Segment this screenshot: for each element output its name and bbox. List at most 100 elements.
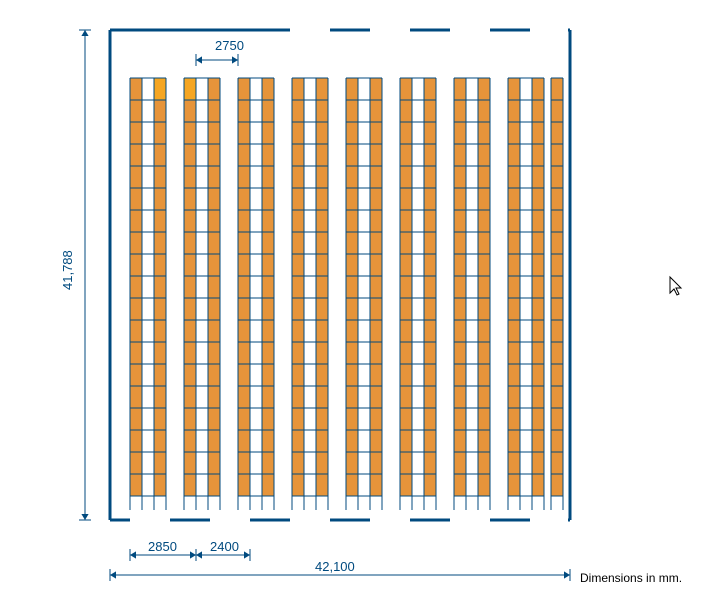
rack-bay xyxy=(370,364,382,386)
rack-bay xyxy=(454,430,466,452)
rack-bay xyxy=(551,386,563,408)
rack-bay xyxy=(130,232,142,254)
rack-bay xyxy=(370,386,382,408)
rack-bay xyxy=(454,232,466,254)
rack-bay xyxy=(454,78,466,100)
rack-bay xyxy=(454,408,466,430)
rack-bay xyxy=(262,166,274,188)
dimension-label: 41,788 xyxy=(60,250,75,290)
rack-bay xyxy=(130,78,142,100)
rack-bay xyxy=(184,474,196,496)
rack-bay xyxy=(316,408,328,430)
rack-bay xyxy=(292,144,304,166)
dimension-label: 2400 xyxy=(210,539,239,554)
rack-bay xyxy=(370,408,382,430)
rack-bay xyxy=(184,298,196,320)
rack-bay xyxy=(370,144,382,166)
rack-bay xyxy=(454,144,466,166)
rack-bay xyxy=(262,210,274,232)
rack-bay xyxy=(130,166,142,188)
rack-bay xyxy=(370,320,382,342)
rack-bay xyxy=(400,122,412,144)
rack-bay xyxy=(292,122,304,144)
rack-bay xyxy=(551,78,563,100)
rack-bay xyxy=(400,100,412,122)
rack-bay xyxy=(424,364,436,386)
rack-bay xyxy=(262,276,274,298)
rack-bay xyxy=(508,430,520,452)
rack-bay xyxy=(370,430,382,452)
rack-bay xyxy=(400,386,412,408)
rack-bay xyxy=(400,78,412,100)
rack-bay xyxy=(478,100,490,122)
rack-bay xyxy=(262,430,274,452)
rack-bay xyxy=(346,386,358,408)
rack-bay xyxy=(400,408,412,430)
rack-bay xyxy=(262,232,274,254)
rack-bay xyxy=(316,166,328,188)
rack-bay xyxy=(154,210,166,232)
rack-bay xyxy=(130,430,142,452)
rack-bay xyxy=(130,188,142,210)
rack-bay xyxy=(478,166,490,188)
rack-bay xyxy=(316,188,328,210)
rack-bay xyxy=(532,166,544,188)
rack-bay xyxy=(316,122,328,144)
rack-bay xyxy=(478,430,490,452)
rack-bay xyxy=(262,386,274,408)
rack-bay xyxy=(238,408,250,430)
rack-bay xyxy=(400,364,412,386)
rack-bay xyxy=(551,430,563,452)
rack-bay xyxy=(130,320,142,342)
rack-bay xyxy=(262,78,274,100)
dimension-top_spacing: 2750 xyxy=(196,38,244,66)
rack-bay xyxy=(238,254,250,276)
rack-bay xyxy=(130,210,142,232)
rack-bay xyxy=(292,320,304,342)
rack-bay xyxy=(346,298,358,320)
rack-bay xyxy=(238,144,250,166)
rack-bay xyxy=(130,144,142,166)
rack-bay xyxy=(551,342,563,364)
rack-bay xyxy=(370,166,382,188)
rack-bay xyxy=(262,100,274,122)
rack-bay xyxy=(370,122,382,144)
rack-bay xyxy=(346,452,358,474)
rack-bay xyxy=(478,298,490,320)
rack-bay xyxy=(508,386,520,408)
rack-bay xyxy=(346,276,358,298)
rack-bay xyxy=(478,276,490,298)
rack-bay xyxy=(130,298,142,320)
cursor-icon xyxy=(670,277,681,295)
rack-bay xyxy=(424,166,436,188)
rack-bay xyxy=(478,342,490,364)
rack-bay xyxy=(184,232,196,254)
rack-bay xyxy=(508,276,520,298)
dimension-aisle_width: 2400 xyxy=(196,539,250,561)
rack-bay xyxy=(400,342,412,364)
rack-bay xyxy=(208,408,220,430)
rack-bay xyxy=(346,364,358,386)
rack-bay xyxy=(508,210,520,232)
rack-bay xyxy=(551,166,563,188)
rack-bay xyxy=(424,144,436,166)
rack-bay xyxy=(532,452,544,474)
rack-bay xyxy=(551,364,563,386)
rack-bay xyxy=(400,210,412,232)
rack-bay xyxy=(532,276,544,298)
rack-bay xyxy=(292,474,304,496)
rack-bay xyxy=(370,298,382,320)
rack-bay xyxy=(400,298,412,320)
rack-bay xyxy=(478,122,490,144)
rack-bay xyxy=(424,408,436,430)
rack-bay xyxy=(208,474,220,496)
rack-bay xyxy=(370,254,382,276)
rack-bay xyxy=(208,342,220,364)
rack-bay xyxy=(400,188,412,210)
rack-bay xyxy=(424,430,436,452)
rack-bay xyxy=(208,364,220,386)
rack-bay xyxy=(551,144,563,166)
rack-bay xyxy=(532,188,544,210)
rack-bay xyxy=(154,144,166,166)
rack-bay xyxy=(454,210,466,232)
